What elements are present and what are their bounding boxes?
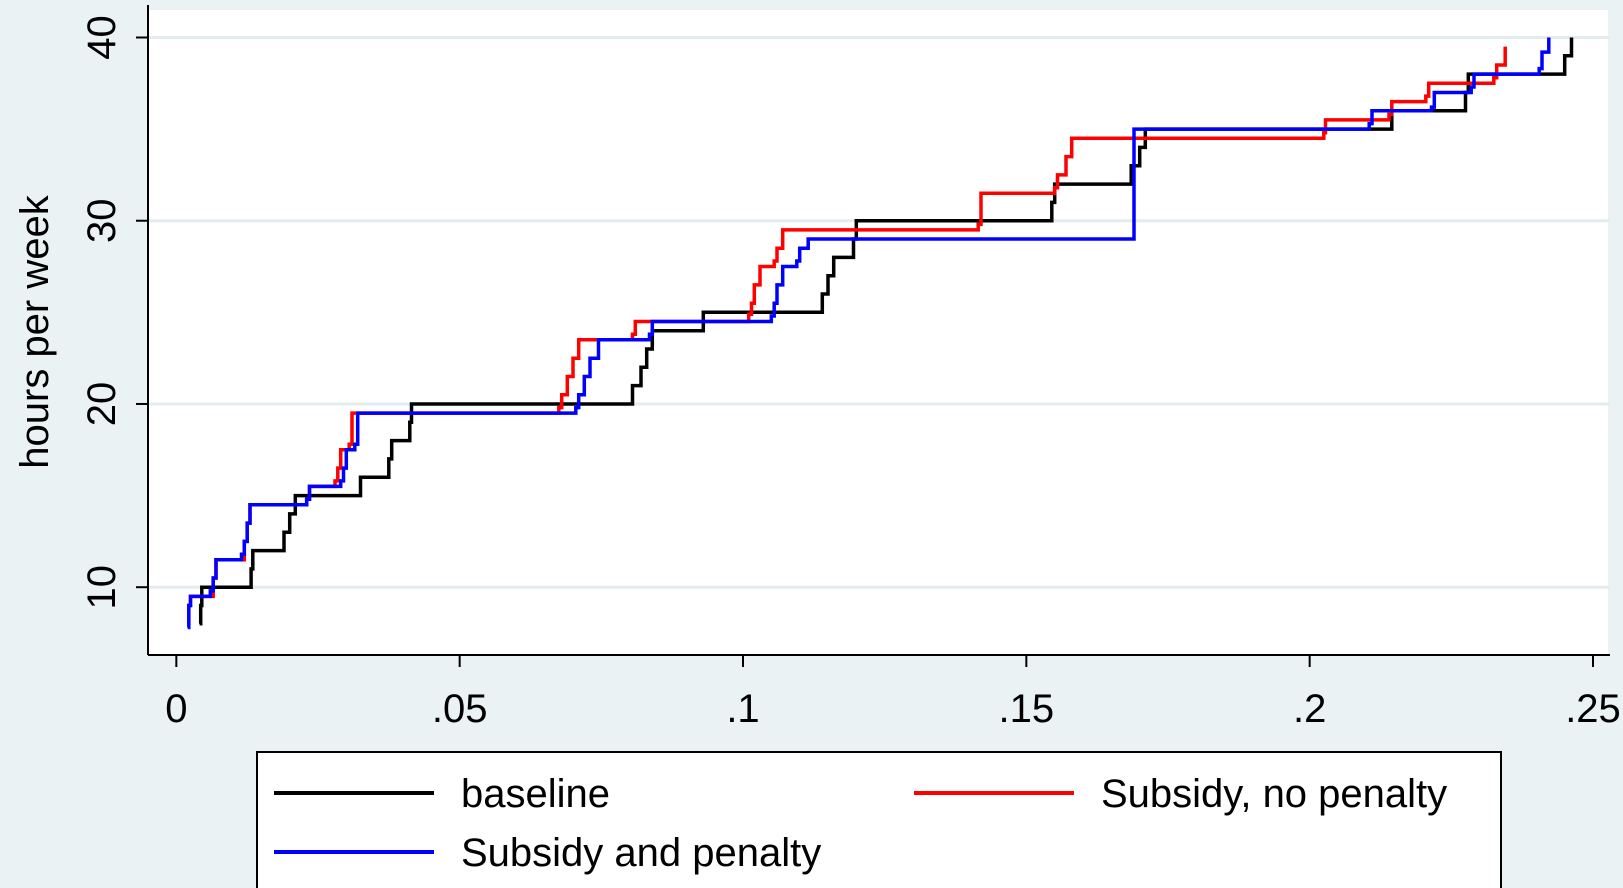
y-tick-label: 20 (80, 382, 124, 427)
y-axis-title: hours per week (13, 194, 57, 468)
x-tick-label: .15 (999, 687, 1055, 731)
plot-area (148, 10, 1608, 655)
series-lines (187, 37, 1574, 630)
y-tick-label: 30 (80, 198, 124, 243)
x-axis-ticks: 0 .05 .1 .15 .2 .25 (165, 655, 1621, 731)
y-axis-ticks: 10 20 30 40 (80, 15, 148, 609)
y-tick-label: 10 (80, 565, 124, 610)
legend-label-baseline: baseline (461, 772, 610, 816)
x-tick-label: .2 (1293, 687, 1326, 731)
x-tick-label: .25 (1565, 687, 1621, 731)
legend-label-subsidy-and-penalty: Subsidy and penalty (461, 831, 821, 875)
legend-box (256, 751, 1502, 888)
legend-label-subsidy-no-penalty: Subsidy, no penalty (1101, 772, 1447, 816)
x-tick-label: .1 (726, 687, 759, 731)
x-tick-label: .05 (432, 687, 488, 731)
x-tick-label: 0 (165, 687, 187, 731)
series-line-subsidy-and-penalty (187, 37, 1551, 630)
y-tick-label: 40 (80, 15, 124, 60)
legend: baseline Subsidy, no penalty Subsidy and… (256, 751, 1502, 888)
